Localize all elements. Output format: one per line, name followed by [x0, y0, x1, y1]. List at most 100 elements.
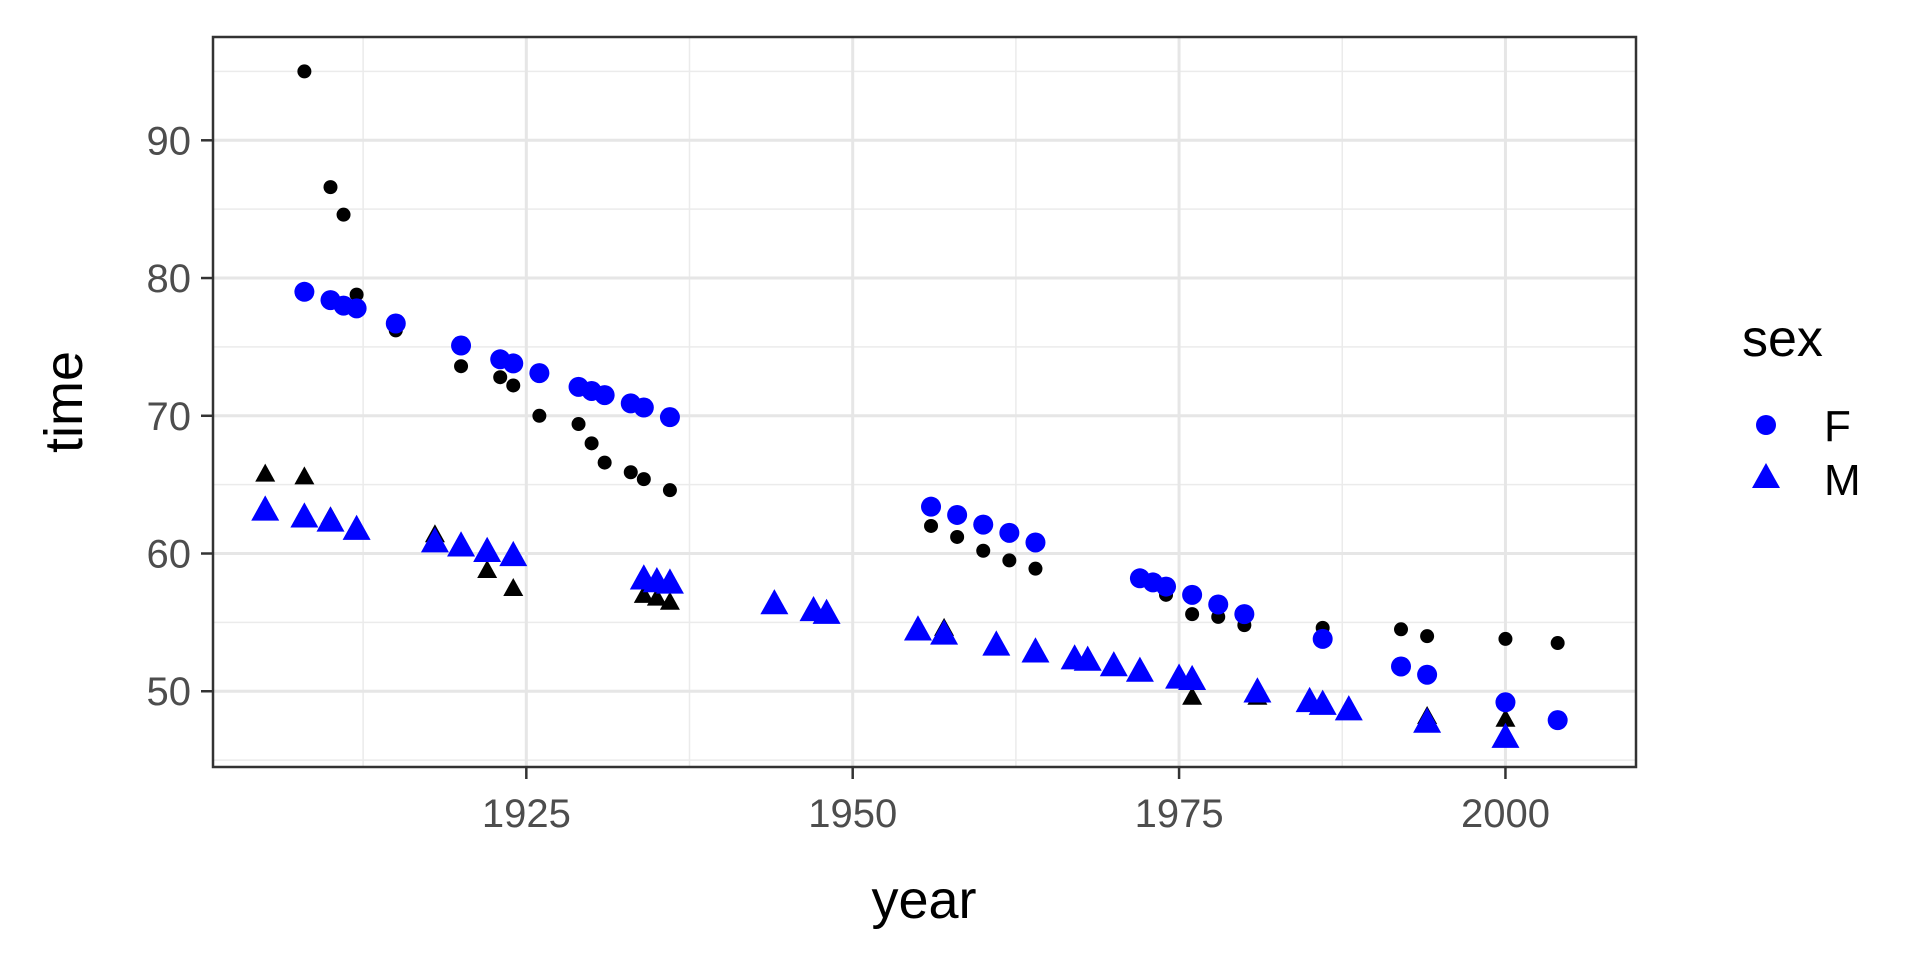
- x-axis-title: year: [871, 870, 976, 930]
- point-f: [1025, 532, 1046, 553]
- point-black-triangle: [255, 463, 276, 482]
- x-tick-label: 1925: [482, 792, 571, 836]
- point-black-circle: [584, 436, 599, 451]
- point-m: [1125, 656, 1154, 682]
- point-f: [999, 522, 1020, 543]
- point-black-circle: [597, 455, 612, 470]
- point-black-circle: [454, 359, 469, 374]
- minor-gridlines: [213, 37, 1636, 767]
- point-black-circle: [1420, 629, 1435, 644]
- point-m: [1073, 645, 1102, 671]
- tick-labels: 1925 1950 1975 2000 50 60 70 80 90: [147, 119, 1550, 836]
- point-f: [1547, 710, 1568, 731]
- point-black-circle: [1185, 607, 1200, 622]
- point-f: [451, 335, 472, 356]
- point-black-circle: [323, 180, 338, 195]
- point-black-circle: [976, 543, 991, 558]
- point-black-triangle: [503, 577, 524, 596]
- legend-key-m: [1752, 463, 1780, 488]
- point-f: [1156, 576, 1177, 597]
- point-f: [1234, 604, 1255, 625]
- plot-panel: [213, 37, 1636, 767]
- point-black-circle: [297, 64, 312, 79]
- y-axis-title: time: [34, 351, 94, 453]
- point-m: [760, 589, 789, 615]
- point-f: [1182, 584, 1203, 605]
- point-black-circle: [924, 518, 939, 533]
- point-black-circle: [571, 417, 586, 432]
- legend-label-f: F: [1824, 402, 1851, 451]
- point-f: [1208, 594, 1229, 615]
- point-f: [1391, 656, 1412, 677]
- y-tick-label: 60: [147, 533, 192, 577]
- point-f: [594, 385, 615, 406]
- point-m: [316, 506, 345, 532]
- point-black-triangle: [633, 584, 654, 603]
- x-tick-label: 1975: [1135, 792, 1224, 836]
- point-m: [1178, 664, 1207, 691]
- point-f: [633, 397, 654, 418]
- point-m: [499, 540, 528, 567]
- point-m: [1021, 637, 1050, 663]
- y-tick-label: 80: [147, 257, 192, 301]
- point-black-circle: [532, 408, 547, 423]
- point-black-circle: [1394, 622, 1409, 637]
- point-m: [982, 630, 1011, 656]
- point-m: [342, 514, 371, 540]
- point-black-circle: [1498, 631, 1513, 646]
- point-f: [385, 313, 406, 334]
- data-points: [251, 64, 1568, 748]
- point-m: [812, 598, 841, 624]
- point-m: [1243, 677, 1272, 703]
- point-black-circle: [636, 472, 651, 487]
- x-tick-label: 2000: [1461, 792, 1550, 836]
- y-tick-label: 70: [147, 395, 192, 439]
- point-m: [290, 502, 319, 528]
- y-tick-label: 90: [147, 119, 192, 163]
- point-black-triangle: [294, 466, 315, 485]
- point-m: [655, 568, 684, 594]
- point-black-circle: [1550, 636, 1565, 651]
- point-black-circle: [1002, 553, 1017, 568]
- point-f: [659, 407, 680, 428]
- point-f: [921, 496, 942, 517]
- point-f: [973, 514, 994, 535]
- point-m: [1413, 707, 1442, 733]
- point-f: [1312, 628, 1333, 649]
- plot-border: [211, 35, 1638, 769]
- point-m: [1334, 695, 1363, 721]
- point-black-circle: [493, 370, 508, 385]
- point-m: [930, 619, 959, 645]
- point-f: [346, 298, 367, 319]
- point-black-triangle: [659, 591, 680, 610]
- x-tick-label: 1950: [808, 792, 897, 836]
- point-m: [251, 495, 280, 521]
- legend-key-f: [1756, 415, 1776, 435]
- point-m: [1099, 651, 1128, 677]
- point-m: [473, 536, 502, 562]
- point-f: [503, 353, 524, 374]
- point-black-circle: [506, 378, 521, 393]
- point-black-triangle: [646, 587, 667, 606]
- point-m: [1308, 689, 1337, 715]
- point-black-circle: [336, 207, 351, 222]
- point-black-triangle: [1182, 686, 1203, 705]
- point-f: [529, 363, 550, 384]
- point-m: [1491, 722, 1520, 748]
- point-m: [903, 615, 932, 641]
- point-f: [947, 504, 968, 525]
- point-m: [420, 527, 449, 553]
- point-m: [447, 531, 476, 557]
- axis-ticks: [201, 139, 1507, 779]
- point-f: [1495, 692, 1516, 713]
- point-black-circle: [349, 287, 364, 302]
- point-black-circle: [950, 529, 965, 544]
- point-black-circle: [623, 465, 638, 480]
- point-black-circle: [1028, 561, 1043, 576]
- point-f: [294, 281, 315, 302]
- y-tick-label: 50: [147, 670, 192, 714]
- point-black-triangle: [1495, 708, 1516, 727]
- point-black-triangle: [477, 560, 498, 579]
- legend-label-m: M: [1824, 456, 1861, 505]
